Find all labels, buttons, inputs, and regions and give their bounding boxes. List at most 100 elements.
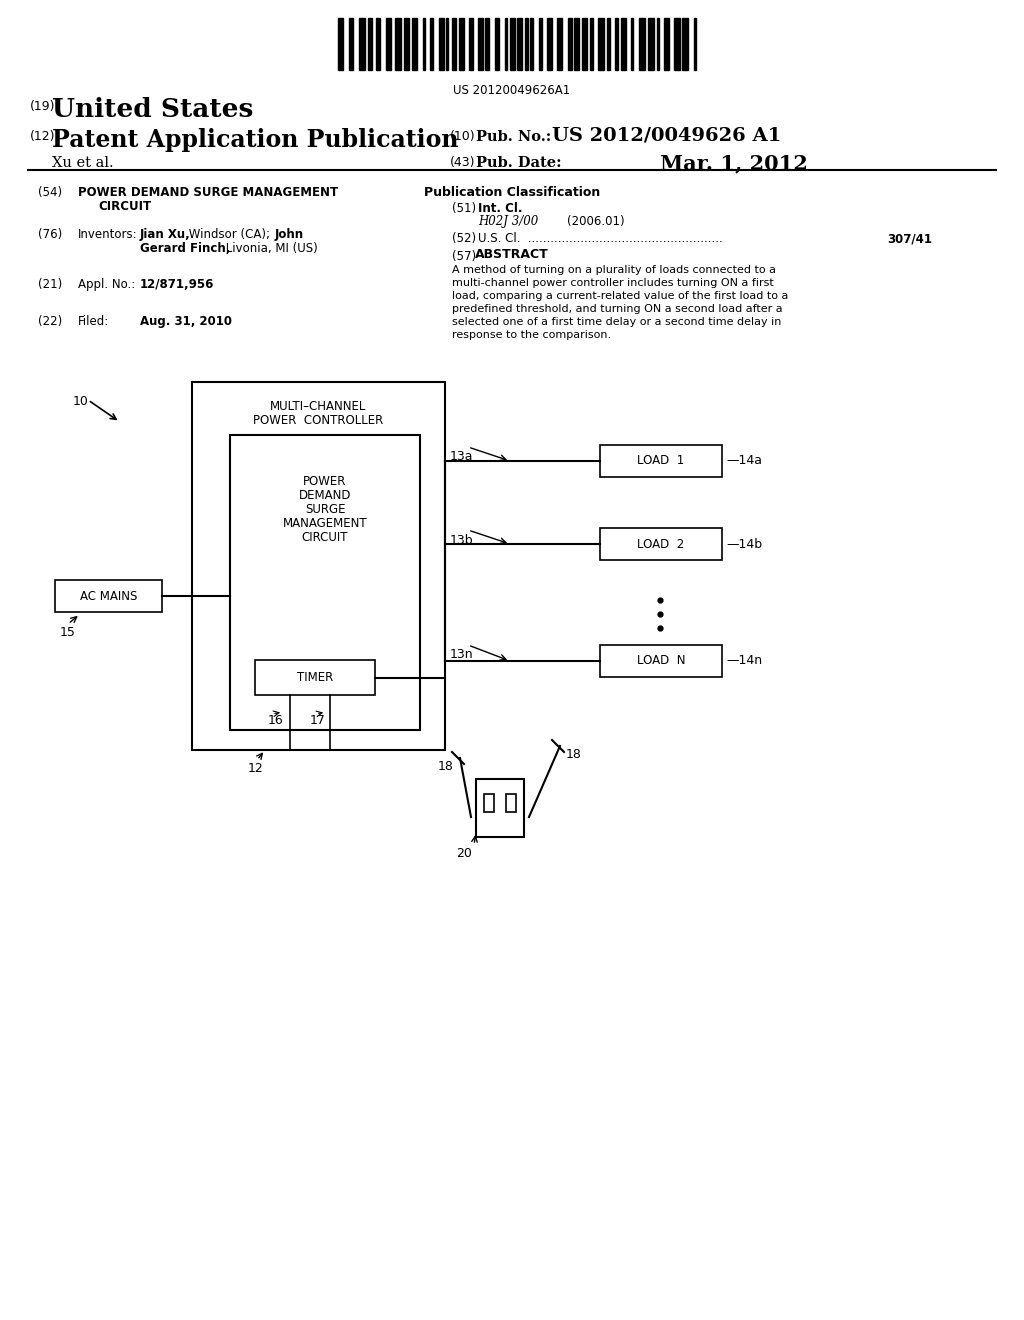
Text: (43): (43) xyxy=(450,156,475,169)
Text: DEMAND: DEMAND xyxy=(299,488,351,502)
Bar xyxy=(452,18,456,70)
Text: Pub. No.:: Pub. No.: xyxy=(476,129,551,144)
Text: (21): (21) xyxy=(38,279,62,290)
Text: 20: 20 xyxy=(456,847,472,861)
Bar xyxy=(495,18,499,70)
Text: United States: United States xyxy=(52,96,253,121)
Bar xyxy=(574,18,579,70)
Bar xyxy=(349,18,353,70)
Text: POWER DEMAND SURGE MANAGEMENT: POWER DEMAND SURGE MANAGEMENT xyxy=(78,186,338,199)
Bar xyxy=(412,18,417,70)
Bar xyxy=(525,18,528,70)
Text: Filed:: Filed: xyxy=(78,315,110,327)
Text: 16: 16 xyxy=(268,714,284,727)
Text: (19): (19) xyxy=(30,100,55,114)
Bar xyxy=(600,528,722,560)
Bar xyxy=(505,18,507,70)
Text: (10): (10) xyxy=(450,129,475,143)
Text: AC MAINS: AC MAINS xyxy=(80,590,137,602)
Bar xyxy=(648,18,654,70)
Bar xyxy=(359,18,365,70)
Text: A method of turning on a plurality of loads connected to a: A method of turning on a plurality of lo… xyxy=(452,265,776,275)
Text: (54): (54) xyxy=(38,186,62,199)
Text: Patent Application Publication: Patent Application Publication xyxy=(52,128,459,152)
Text: selected one of a first time delay or a second time delay in: selected one of a first time delay or a … xyxy=(452,317,781,327)
Bar xyxy=(230,436,420,730)
Text: US 20120049626A1: US 20120049626A1 xyxy=(454,84,570,96)
Bar xyxy=(255,660,375,696)
Text: (22): (22) xyxy=(38,315,62,327)
Bar xyxy=(615,18,618,70)
Text: response to the comparison.: response to the comparison. xyxy=(452,330,611,341)
Text: CIRCUIT: CIRCUIT xyxy=(302,531,348,544)
Text: LOAD  2: LOAD 2 xyxy=(637,537,685,550)
Bar xyxy=(607,18,610,70)
Text: 12/871,956: 12/871,956 xyxy=(140,279,214,290)
Text: Aug. 31, 2010: Aug. 31, 2010 xyxy=(140,315,232,327)
Text: (51): (51) xyxy=(452,202,476,215)
Bar xyxy=(582,18,587,70)
Text: ....................................................: ........................................… xyxy=(524,232,723,246)
Bar xyxy=(598,18,604,70)
Text: 13b: 13b xyxy=(450,535,474,546)
Bar xyxy=(639,18,645,70)
Bar xyxy=(657,18,659,70)
Bar xyxy=(395,18,401,70)
Bar xyxy=(682,18,688,70)
Bar xyxy=(386,18,391,70)
Text: —14a: —14a xyxy=(726,454,762,467)
Text: 18: 18 xyxy=(438,760,454,774)
Text: 12: 12 xyxy=(248,762,264,775)
Bar xyxy=(439,18,444,70)
Text: (2006.01): (2006.01) xyxy=(567,215,625,228)
Text: US 2012/0049626 A1: US 2012/0049626 A1 xyxy=(552,127,781,145)
Text: Windsor (CA);: Windsor (CA); xyxy=(185,228,273,242)
Text: SURGE: SURGE xyxy=(305,503,345,516)
Bar xyxy=(547,18,552,70)
Text: 10: 10 xyxy=(73,395,89,408)
Text: 13a: 13a xyxy=(450,450,473,463)
Text: Mar. 1, 2012: Mar. 1, 2012 xyxy=(660,153,808,173)
Bar xyxy=(478,18,483,70)
Bar xyxy=(621,18,626,70)
Text: 13n: 13n xyxy=(450,648,474,661)
Bar xyxy=(423,18,425,70)
Bar xyxy=(476,779,524,837)
Text: MANAGEMENT: MANAGEMENT xyxy=(283,517,368,531)
Bar xyxy=(557,18,562,70)
Text: Pub. Date:: Pub. Date: xyxy=(476,156,561,170)
Text: Inventors:: Inventors: xyxy=(78,228,137,242)
Text: 17: 17 xyxy=(310,714,326,727)
Text: predefined threshold, and turning ON a second load after a: predefined threshold, and turning ON a s… xyxy=(452,304,782,314)
Bar xyxy=(568,18,572,70)
Text: CIRCUIT: CIRCUIT xyxy=(98,201,152,213)
Bar xyxy=(484,795,494,812)
Bar xyxy=(485,18,489,70)
Bar xyxy=(368,18,372,70)
Text: U.S. Cl.: U.S. Cl. xyxy=(478,232,520,246)
Bar xyxy=(517,18,522,70)
Text: load, comparing a current-related value of the first load to a: load, comparing a current-related value … xyxy=(452,290,788,301)
Text: TIMER: TIMER xyxy=(297,671,333,684)
Bar xyxy=(446,18,449,70)
Text: John: John xyxy=(275,228,304,242)
Bar xyxy=(539,18,542,70)
Text: Xu et al.: Xu et al. xyxy=(52,156,114,170)
Text: Livonia, MI (US): Livonia, MI (US) xyxy=(222,242,317,255)
Bar xyxy=(193,381,445,750)
Bar xyxy=(694,18,696,70)
Bar xyxy=(404,18,409,70)
Text: Publication Classification: Publication Classification xyxy=(424,186,600,199)
Text: 18: 18 xyxy=(566,748,582,762)
Text: (76): (76) xyxy=(38,228,62,242)
Bar xyxy=(631,18,633,70)
Text: Gerard Finch,: Gerard Finch, xyxy=(140,242,230,255)
Text: Jian Xu,: Jian Xu, xyxy=(140,228,190,242)
Text: 307/41: 307/41 xyxy=(887,232,932,246)
Text: LOAD  N: LOAD N xyxy=(637,655,685,668)
Text: 15: 15 xyxy=(60,626,76,639)
Text: (52): (52) xyxy=(452,232,476,246)
Bar xyxy=(338,18,343,70)
Bar xyxy=(459,18,464,70)
Text: —14b: —14b xyxy=(726,537,762,550)
